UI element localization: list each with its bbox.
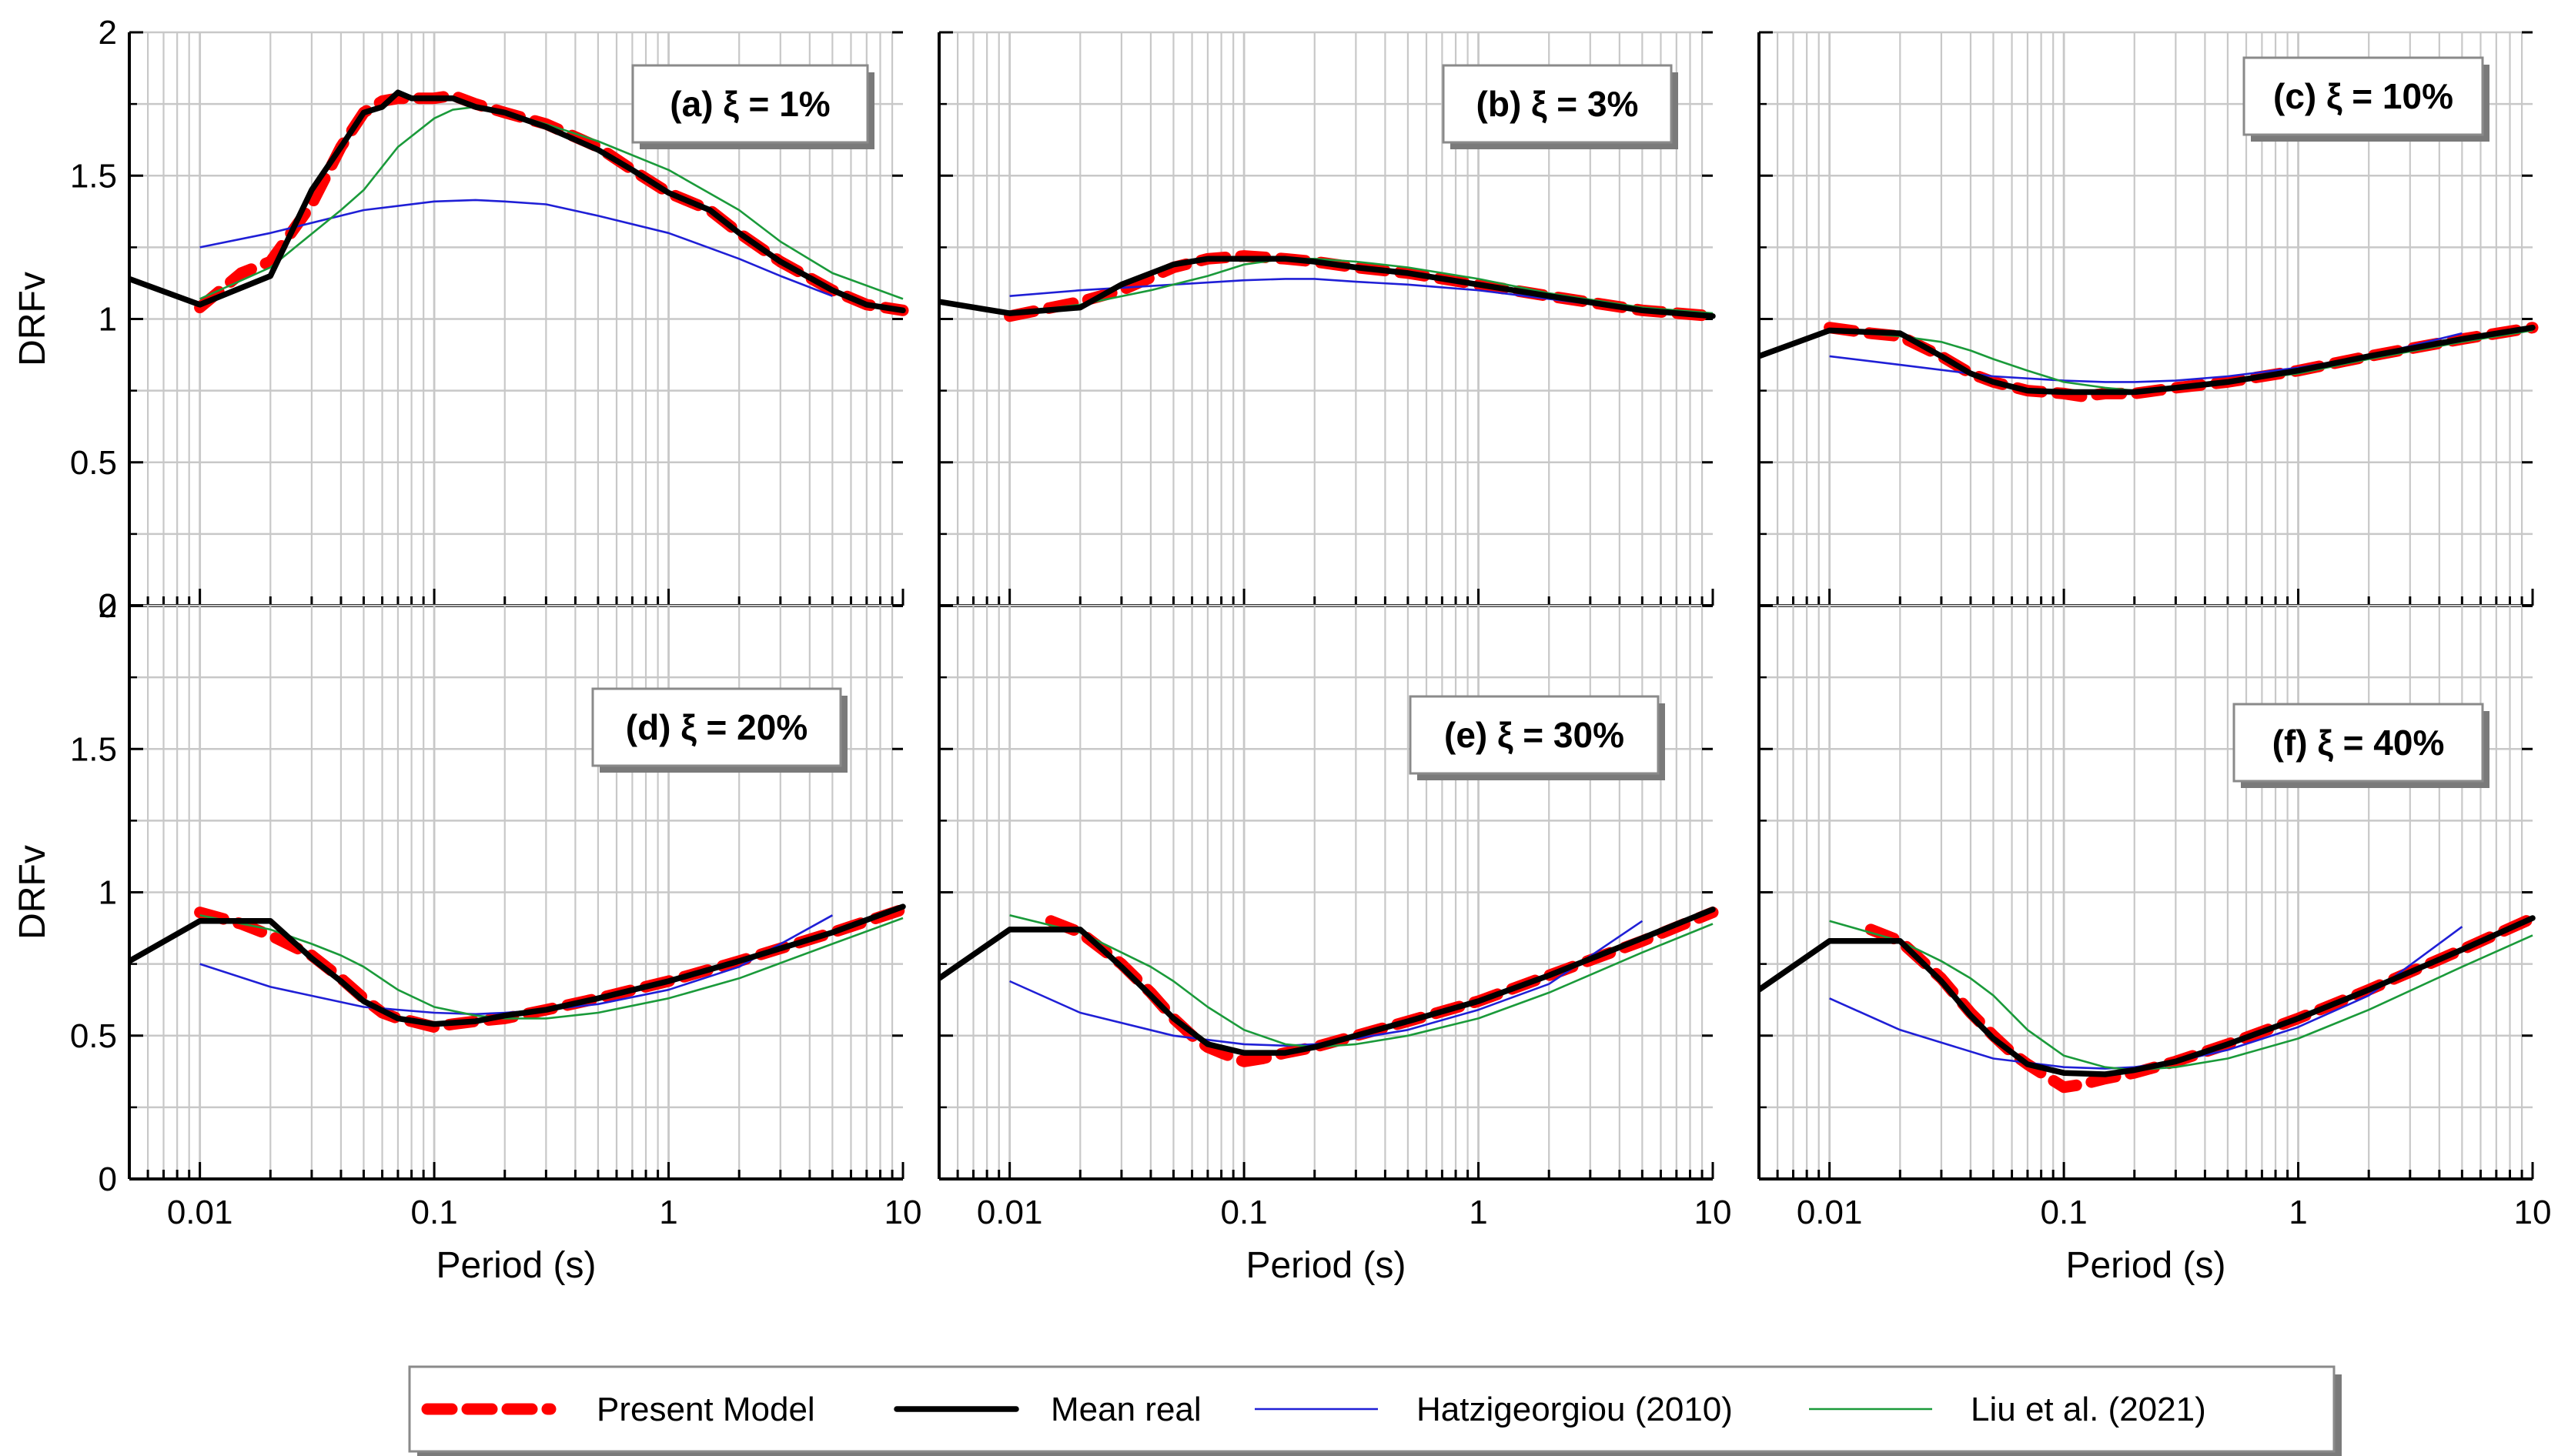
y-tick-label: 0 [99,587,117,625]
series-liu-et-al-2021-line [1009,914,1714,1048]
y-tick-label: 2 [99,14,117,52]
legend-item-hatzigeorgiou-2010: Hatzigeorgiou (2010) [1255,1391,1733,1428]
series-mean-real-line [1759,324,2536,396]
panel-title-box: (c) ξ = 10% [2242,56,2489,142]
y-axis-label: DRFv [12,845,53,940]
panel-title: (f) ξ = 40% [2272,723,2445,763]
series-mean-real-line [129,903,906,1027]
series-group [129,903,909,1034]
grid-lines [1757,31,2533,606]
panel-title: (c) ξ = 10% [2273,76,2453,116]
title-box-frame [1442,64,1673,144]
legend-label: Hatzigeorgiou (2010) [1416,1391,1733,1428]
series-hatzigeorgiou-2010-line [1009,920,1643,1047]
x-tick-label: 0.1 [1221,1194,1268,1231]
title-box-frame [2232,703,2484,783]
series-group [129,89,909,316]
x-tick-label: 1 [1469,1194,1487,1231]
panel-title-box: (e) ξ = 30% [1409,695,1665,780]
grid-lines [128,31,903,606]
x-axis-label: Period (s) [1246,1245,1406,1286]
panel-title: (d) ξ = 20% [626,707,808,747]
legend: Present Model Mean real Hatzigeorgiou (201… [408,1365,2342,1456]
series-hatzigeorgiou-2010-line [1009,278,1643,312]
series-hatzigeorgiou-2010-line [1829,926,2463,1070]
grid-lines [938,604,1713,1179]
x-tick-label: 10 [1694,1194,1732,1231]
legend-label: Present Model [597,1391,815,1428]
panel-title: (b) ξ = 3% [1476,84,1639,124]
series-group [939,907,1719,1067]
series-mean-real-line [129,89,906,314]
panel-1: 0 0.5 1 1.5 2 DRFv (a) ξ = 1% [12,14,909,625]
y-axis-label: DRFv [12,272,53,366]
series-group [939,250,1719,322]
x-tick-label: 0.01 [1797,1194,1863,1231]
legend-item-mean-real: Mean real [894,1391,1202,1428]
grid-lines [128,604,903,1179]
panel-6: 0.01 0.1 1 10 Period (s) (f) ξ = 40% [1757,604,2552,1286]
y-tick-label: 1 [99,301,117,339]
title-box-frame [591,687,842,767]
x-tick-label: 10 [884,1194,922,1231]
panel-title: (a) ξ = 1% [670,84,830,124]
x-tick-label: 1 [2289,1194,2307,1231]
x-tick-label: 0.01 [167,1194,233,1231]
series-liu-et-al-2021-line [199,914,904,1020]
panel-title-box: (b) ξ = 3% [1442,64,1678,149]
series-mean-real-line [1759,915,2536,1077]
y-tick-label: 2 [99,587,117,625]
series-mean-real-line [939,907,1716,1056]
x-axis-label: Period (s) [2065,1245,2225,1286]
series-group [1759,912,2539,1094]
y-tick-label: 1.5 [70,157,117,195]
title-box-frame [631,64,869,144]
series-group [1759,322,2539,402]
panel-title-box: (f) ξ = 40% [2232,703,2489,788]
title-box-frame [2242,56,2484,136]
panel-title-box: (a) ξ = 1% [631,64,874,149]
y-tick-label: 1 [99,874,117,912]
x-axis-label: Period (s) [436,1245,596,1286]
panel-title-box: (d) ξ = 20% [591,687,848,773]
x-tick-label: 0.1 [411,1194,458,1231]
y-tick-label: 0 [99,1160,117,1198]
legend-label: Mean real [1051,1391,1202,1428]
x-tick-label: 0.01 [977,1194,1043,1231]
panel-5: 0.01 0.1 1 10 Period (s) (e) ξ = 30% [938,604,1732,1286]
title-box-frame [1409,695,1660,775]
x-tick-label: 10 [2514,1194,2552,1231]
x-tick-label: 0.1 [2041,1194,2088,1231]
grid-lines [1757,604,2533,1179]
x-tick-label: 1 [659,1194,677,1231]
y-tick-label: 1.5 [70,730,117,768]
series-liu-et-al-2021-line [1829,920,2533,1071]
legend-item-liu-et-al-2021: Liu et al. (2021) [1809,1391,2206,1428]
legend-label: Liu et al. (2021) [1971,1391,2206,1428]
legend-item-present-model: Present Model [421,1391,815,1428]
panel-2: (b) ξ = 3% [938,31,1719,607]
y-tick-label: 0.5 [70,1017,117,1055]
series-mean-real-line [939,255,1716,319]
y-tick-label: 0.5 [70,444,117,482]
series-hatzigeorgiou-2010-line [199,199,833,297]
panel-3: (c) ξ = 10% [1757,31,2539,607]
panel-title: (e) ξ = 30% [1444,715,1624,755]
panel-4: 0 0.5 1 1.5 2 0.01 0.1 1 10 DRFv Period (s) (d) ξ =… [12,587,921,1286]
